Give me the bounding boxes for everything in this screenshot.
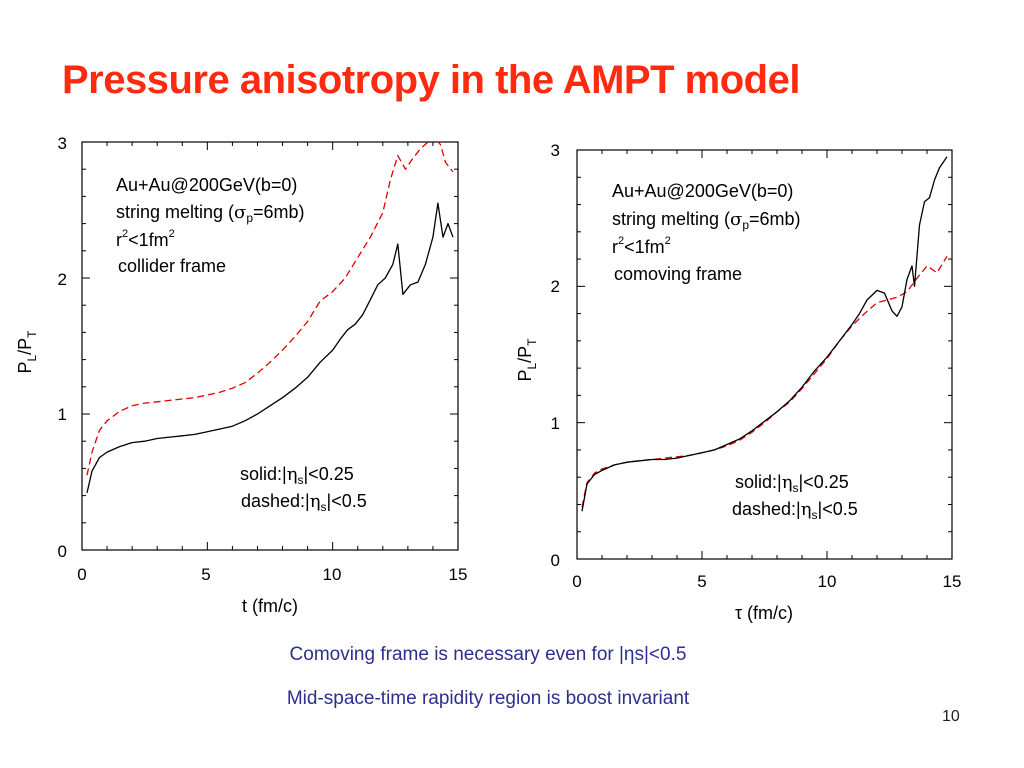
plot-frame [81, 141, 459, 551]
series-line-dashed [581, 255, 948, 508]
series-line-solid [581, 156, 948, 512]
slide-title: Pressure anisotropy in the AMPT model [62, 58, 800, 102]
y-tick-label: 3 [551, 141, 560, 160]
y-tick-label: 1 [551, 414, 560, 433]
y-tick-label: 1 [58, 405, 67, 424]
y-tick-label: 2 [551, 277, 560, 296]
y-tick-label: 3 [58, 134, 67, 153]
annotation-system: Au+Au@200GeV(b=0) [612, 181, 793, 201]
annotation-system: Au+Au@200GeV(b=0) [116, 175, 297, 195]
x-axis-label: t (fm/c) [242, 596, 298, 616]
legend-solid: solid:|ηs|<0.25 [240, 464, 354, 487]
annotation-radius: r2<1fm2 [116, 228, 175, 250]
x-tick-label: 5 [201, 565, 210, 584]
x-tick-label: 10 [323, 565, 342, 584]
y-tick-label: 0 [551, 551, 560, 570]
legend-dashed: dashed:|ηs|<0.5 [732, 499, 858, 522]
x-tick-label: 15 [943, 572, 962, 591]
y-tick-label: 0 [58, 542, 67, 561]
legend-solid: solid:|ηs|<0.25 [735, 472, 849, 495]
annotation-melting: string melting (σp=6mb) [116, 202, 305, 225]
x-tick-label: 5 [697, 572, 706, 591]
page-number: 10 [942, 708, 960, 725]
annotation-radius: r2<1fm2 [612, 235, 671, 257]
y-tick-label: 2 [58, 270, 67, 289]
plot-area [576, 149, 953, 560]
annotation-melting: string melting (σp=6mb) [612, 209, 801, 232]
annotation-frame: comoving frame [614, 264, 742, 284]
plot-frame [576, 149, 953, 560]
x-axis-label: τ (fm/c) [735, 603, 793, 623]
caption-line-1: Comoving frame is necessary even for |ηs… [289, 644, 687, 665]
x-tick-label: 10 [818, 572, 837, 591]
series-line-solid [86, 202, 454, 494]
x-tick-label: 0 [572, 572, 581, 591]
y-axis-label: PL/PT [515, 338, 539, 382]
annotation-frame: collider frame [118, 256, 226, 276]
y-axis-label: PL/PT [15, 330, 39, 374]
plot-area [81, 141, 459, 551]
legend-dashed: dashed:|ηs|<0.5 [241, 491, 367, 514]
x-tick-label: 0 [77, 565, 86, 584]
x-tick-label: 15 [449, 565, 468, 584]
caption-line-2: Mid-space-time rapidity region is boost … [286, 688, 690, 709]
